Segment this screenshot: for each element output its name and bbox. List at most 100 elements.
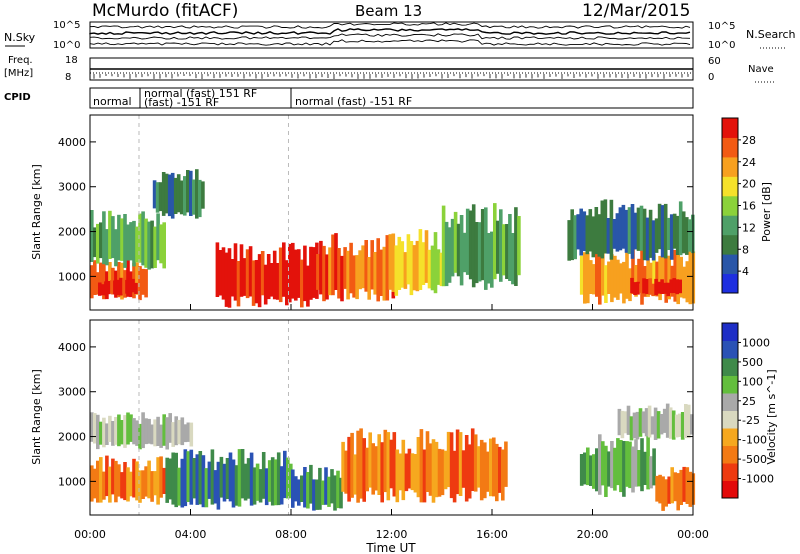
power-cell [508,214,512,281]
velocity-heatmap [90,320,696,515]
x-tick-label: 00:00 [677,528,709,541]
power-cell [162,222,166,269]
velocity-cell [659,414,664,435]
velocity-cell [216,461,221,510]
velocity-cell [684,404,688,439]
power-cell [340,255,344,302]
velocity-cell [141,412,145,449]
power-cell [447,227,452,283]
velocity-cell [141,470,145,499]
power-cell [642,278,646,294]
velocity-cell [96,414,100,450]
x-tick-label: 04:00 [175,528,207,541]
velocity-cell [267,460,272,502]
velocity-cell [192,458,197,499]
power-cell [400,241,405,288]
velocity-colorbar-tick-label: -100 [742,434,767,447]
power-cell [613,255,617,298]
velocity-cell [677,413,682,437]
power-cell [98,282,102,296]
velocity-colorbar-frame [721,322,739,499]
velocity-cell [129,471,133,497]
power-cell [453,211,458,273]
freq-unit: [MHz] [4,68,33,79]
x-axis-label: Time UT [365,541,416,554]
velocity-cell [395,449,400,503]
velocity-cell [228,452,233,502]
power-cell [102,263,106,300]
velocity-colorbar-swatch [722,323,738,341]
velocity-cell [171,452,175,505]
power-region [152,169,205,219]
nave-tick-top: 60 [708,56,721,67]
power-cell [646,250,650,297]
velocity-cell [138,470,142,503]
power-cell [645,217,650,261]
velocity-cell [607,451,611,487]
velocity-cell [604,445,608,497]
velocity-cell [407,448,412,489]
velocity-cell [108,415,112,442]
power-ytick-label: 2000 [58,226,86,239]
velocity-cell [252,467,257,505]
velocity-cell [425,431,430,492]
power-cell [648,278,652,295]
nsky-lines [89,22,691,46]
velocity-cell [135,420,139,446]
velocity-cell [467,444,472,499]
power-cell [170,172,175,219]
power-cell [633,282,637,295]
power-cell [676,253,680,305]
nsky-panel: N.Sky 10^5 10^0 10^5 10^0 N.Search [4,20,796,51]
velocity-cell [635,411,640,440]
velocity-cell [449,432,454,499]
velocity-ytick-label: 3000 [58,386,86,399]
velocity-cell [680,412,685,440]
velocity-cell [661,476,665,511]
power-cell [406,234,411,285]
power-cell [123,214,127,268]
power-cell [628,268,632,302]
power-cell [195,169,199,219]
power-cell [493,203,497,280]
power-cell [131,278,135,293]
power-cell [179,180,184,215]
velocity-cell [156,416,160,446]
beam-title: Beam 13 [355,2,422,20]
velocity-cell [664,479,668,507]
velocity-cell [440,449,445,496]
velocity-cell [258,469,263,503]
power-cell [391,233,396,292]
power-cell [117,214,121,261]
power-cell [636,281,640,295]
velocity-cell [246,458,251,499]
velocity-cell [276,452,281,506]
velocity-cell [646,434,650,490]
power-cell [403,252,408,289]
velocity-colorbar-tick-label: 500 [742,356,763,369]
nave-label: Nave [748,64,774,75]
velocity-cell [483,442,487,499]
power-cell [96,223,100,264]
power-cell [101,284,105,296]
power-colorbar-swatch [722,234,738,255]
velocity-cell [321,480,325,505]
x-tick-label: 00:00 [74,528,106,541]
power-cell [328,247,332,296]
power-cell [257,254,262,308]
power-cell [153,226,157,268]
velocity-cell [656,411,661,439]
velocity-cell [583,452,587,485]
velocity-cell [640,438,644,492]
power-cell [666,282,670,297]
velocity-colorbar-swatch [722,340,738,359]
velocity-cell [422,449,427,503]
velocity-colorbar-swatch [722,428,738,446]
power-cell [675,279,679,295]
station-title: McMurdo (fitACF) [92,1,238,21]
power-cell [597,214,602,257]
power-cell [269,263,274,297]
velocity-cell [595,448,599,492]
velocity-cell [117,414,121,447]
power-cell [319,240,323,295]
